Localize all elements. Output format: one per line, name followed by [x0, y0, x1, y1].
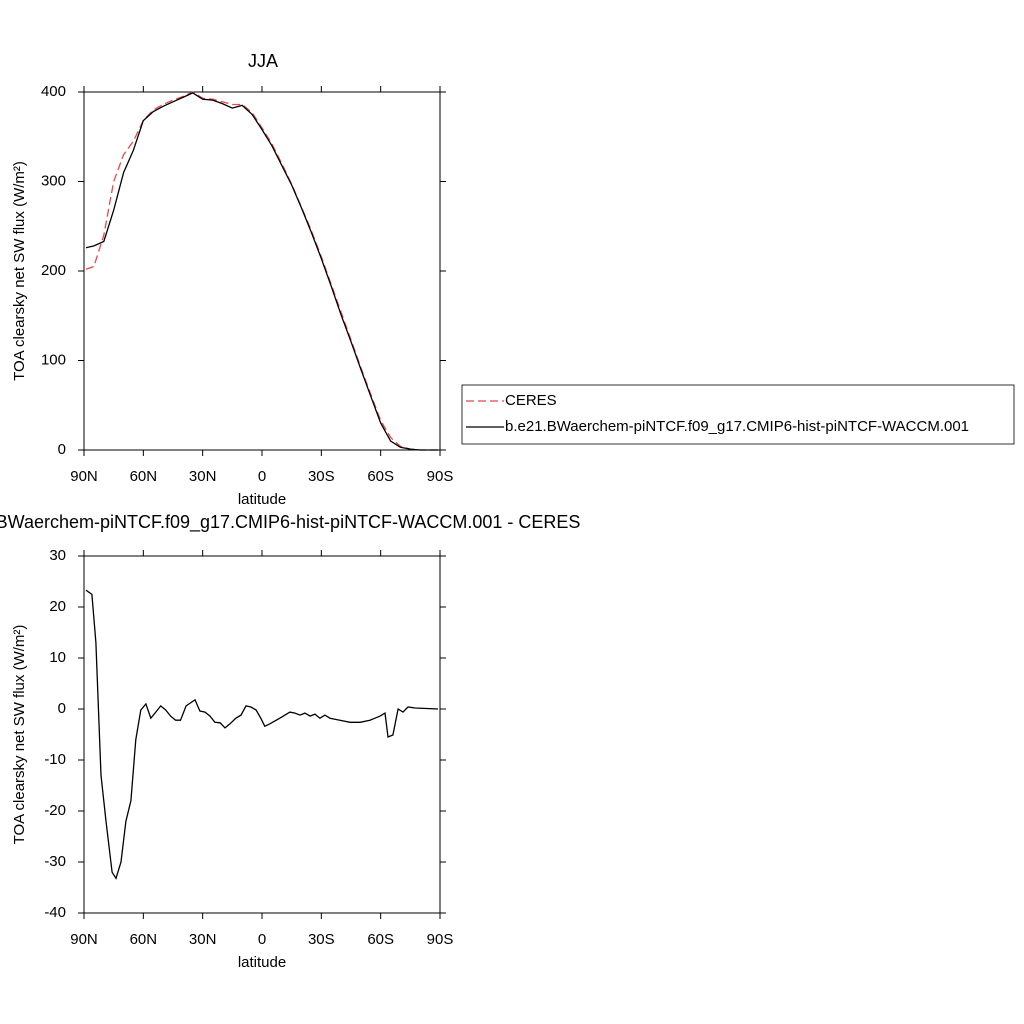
x-tick-label: 60S: [367, 931, 394, 948]
y-axis-label: TOA clearsky net SW flux (W/m²): [11, 161, 28, 381]
chart-title: b.e21.BWaerchem-piNTCF.f09_g17.CMIP6-his…: [0, 512, 580, 533]
x-tick-label: 0: [258, 468, 266, 485]
y-axis-label: TOA clearsky net SW flux (W/m²): [11, 625, 28, 845]
data-line: [85, 92, 438, 451]
data-line: [85, 91, 438, 451]
x-tick-label: 30S: [308, 931, 335, 948]
x-tick-label: 60N: [130, 931, 158, 948]
x-tick-label: 60N: [130, 468, 158, 485]
x-tick-label: 90N: [70, 468, 98, 485]
y-tick-label: 20: [49, 598, 66, 615]
x-tick-label: 30N: [189, 931, 217, 948]
chart-title: JJA: [248, 51, 278, 71]
x-tick-label: 30N: [189, 468, 217, 485]
x-tick-label: 90N: [70, 931, 98, 948]
y-tick-label: 300: [41, 172, 66, 189]
x-axis-label: latitude: [238, 491, 286, 508]
x-tick-label: 90S: [427, 931, 454, 948]
legend-label: b.e21.BWaerchem-piNTCF.f09_g17.CMIP6-his…: [505, 418, 969, 435]
y-tick-label: -30: [44, 853, 66, 870]
y-tick-label: 0: [58, 700, 66, 717]
y-tick-label: 200: [41, 262, 66, 279]
y-tick-label: 400: [41, 83, 66, 100]
y-tick-label: -40: [44, 904, 66, 921]
plot-frame: [83, 555, 441, 914]
legend-label: CERES: [505, 392, 557, 409]
x-tick-label: 60S: [367, 468, 394, 485]
y-tick-label: 0: [58, 441, 66, 458]
y-tick-label: 100: [41, 351, 66, 368]
x-axis-label: latitude: [238, 954, 286, 971]
x-tick-label: 90S: [427, 468, 454, 485]
x-tick-label: 0: [258, 931, 266, 948]
y-tick-label: -20: [44, 802, 66, 819]
x-tick-label: 30S: [308, 468, 335, 485]
plot-frame: [83, 91, 441, 451]
y-tick-label: 10: [49, 649, 66, 666]
data-line: [85, 589, 439, 880]
y-tick-label: -10: [44, 751, 66, 768]
y-tick-label: 30: [49, 547, 66, 564]
legend-box: [461, 384, 1015, 445]
